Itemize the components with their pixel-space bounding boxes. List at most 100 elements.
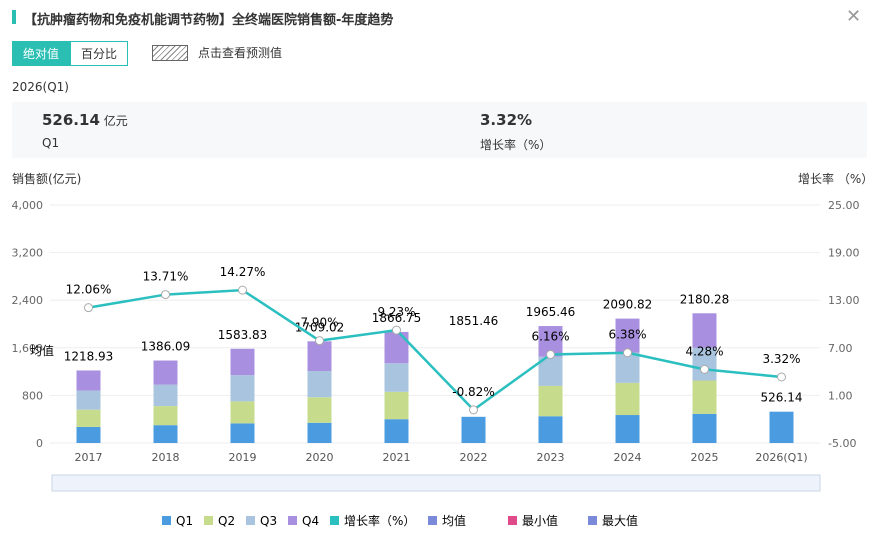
y2-axis-title: 增长率 （%） — [798, 172, 874, 186]
growth-point — [392, 325, 401, 335]
y2-tick: 19.00 — [828, 247, 860, 260]
total-label: 1965.46 — [526, 305, 576, 319]
growth-point — [700, 364, 709, 374]
growth-point — [777, 372, 786, 382]
bar-Q2 — [153, 406, 178, 426]
summary-label: Q1 — [42, 136, 60, 150]
bar-Q2 — [76, 409, 101, 427]
growth-label: 9.23% — [377, 305, 415, 319]
bar-Q1 — [76, 426, 101, 443]
x-tick: 2022 — [460, 451, 488, 464]
bar-Q3 — [76, 390, 101, 410]
bar-Q4 — [615, 318, 640, 353]
y-tick: 2,400 — [12, 294, 44, 307]
growth-label: 14.27% — [220, 265, 266, 279]
bar-Q4 — [230, 348, 255, 376]
bar-Q2 — [384, 391, 409, 420]
legend-item: Q2 — [218, 514, 235, 528]
x-tick: 2018 — [152, 451, 180, 464]
growth-point — [238, 285, 247, 295]
bar-Q2 — [538, 385, 563, 417]
bar-Q2 — [307, 397, 332, 423]
y-tick: 800 — [22, 389, 43, 402]
summary-value: 526.14 — [42, 111, 100, 129]
title-bar — [12, 10, 16, 24]
bar-Q3 — [615, 352, 640, 383]
x-tick: 2020 — [306, 451, 334, 464]
legend-swatch — [288, 516, 297, 525]
hatch-icon — [152, 44, 188, 61]
growth-line — [88, 288, 782, 412]
bar-Q1 — [461, 416, 486, 443]
bar-Q2 — [692, 380, 717, 414]
legend-item: 增长率（%） — [344, 513, 415, 528]
bar-Q4 — [153, 360, 178, 385]
bar-Q2 — [615, 382, 640, 416]
x-tick: 2026(Q1) — [755, 451, 807, 464]
y-tick: 3,200 — [12, 247, 44, 260]
bar-Q3 — [230, 375, 255, 402]
growth-point — [161, 290, 170, 300]
total-label: 1386.09 — [141, 340, 191, 354]
y-axis-title: 销售额(亿元) — [12, 172, 82, 186]
avg-label: 均值 — [30, 343, 54, 358]
total-label: 1709.02 — [295, 320, 345, 334]
x-tick: 2021 — [383, 451, 411, 464]
y2-tick: -5.00 — [828, 437, 856, 450]
y-tick: 0 — [36, 437, 43, 450]
y2-tick: 13.00 — [828, 294, 860, 307]
x-tick: 2019 — [229, 451, 257, 464]
bar-Q4 — [76, 370, 101, 391]
total-label: 1851.46 — [449, 314, 499, 328]
total-label: 1866.75 — [372, 311, 422, 325]
forecast-toggle[interactable]: 点击查看预测值 — [152, 44, 282, 61]
bar-Q1 — [307, 422, 332, 443]
bar-Q1 — [538, 416, 563, 443]
bar-Q1 — [384, 419, 409, 443]
legend-swatch — [330, 516, 339, 525]
legend-swatch — [588, 516, 597, 525]
unit: 亿元 — [103, 114, 128, 128]
bar-Q4 — [384, 331, 409, 364]
growth-label: 7.90% — [300, 316, 338, 330]
growth-label: 12.06% — [66, 283, 112, 297]
bar-Q3 — [384, 363, 409, 392]
legend-swatch — [508, 516, 517, 525]
growth-label: 6.38% — [608, 328, 646, 342]
bar-Q3 — [307, 371, 332, 398]
bar-Q2 — [230, 401, 255, 424]
absolute-tab[interactable]: 绝对值 — [12, 41, 71, 66]
x-tick: 2024 — [614, 451, 642, 464]
x-tick: 2025 — [691, 451, 719, 464]
bar-Q4 — [307, 341, 332, 372]
bar-Q3 — [153, 384, 178, 407]
growth-point — [315, 336, 324, 346]
growth-label: 6.16% — [531, 329, 569, 343]
growth-point — [546, 349, 555, 359]
x-tick: 2023 — [537, 451, 565, 464]
growth-label: 3.32% — [762, 352, 800, 366]
legend-item: 最大值 — [602, 513, 638, 528]
total-label: 2090.82 — [603, 298, 653, 312]
bar-Q1 — [769, 411, 794, 443]
growth-label: 13.71% — [143, 270, 189, 284]
total-label: 2180.28 — [680, 292, 730, 306]
y-tick: 4,000 — [12, 199, 44, 212]
growth-point — [623, 348, 632, 358]
summary-growth: 3.32% — [480, 111, 533, 129]
total-label: 526.14 — [761, 391, 803, 405]
page-title: 【抗肿瘤药物和免疫机能调节药物】全终端医院销售额-年度趋势 — [24, 13, 394, 28]
growth-label: -0.82% — [452, 385, 494, 399]
bar-Q1 — [692, 413, 717, 443]
bar-Q1 — [230, 423, 255, 443]
total-label: 1583.83 — [218, 328, 268, 342]
legend-item: Q4 — [302, 514, 319, 528]
x-tick: 2017 — [75, 451, 103, 464]
close-icon[interactable]: ✕ — [846, 6, 862, 27]
legend-swatch — [204, 516, 213, 525]
legend-item: 最小值 — [522, 513, 558, 528]
percent-tab[interactable]: 百分比 — [70, 41, 129, 66]
y-tick: 1,600 — [12, 342, 44, 355]
legend-swatch — [246, 516, 255, 525]
